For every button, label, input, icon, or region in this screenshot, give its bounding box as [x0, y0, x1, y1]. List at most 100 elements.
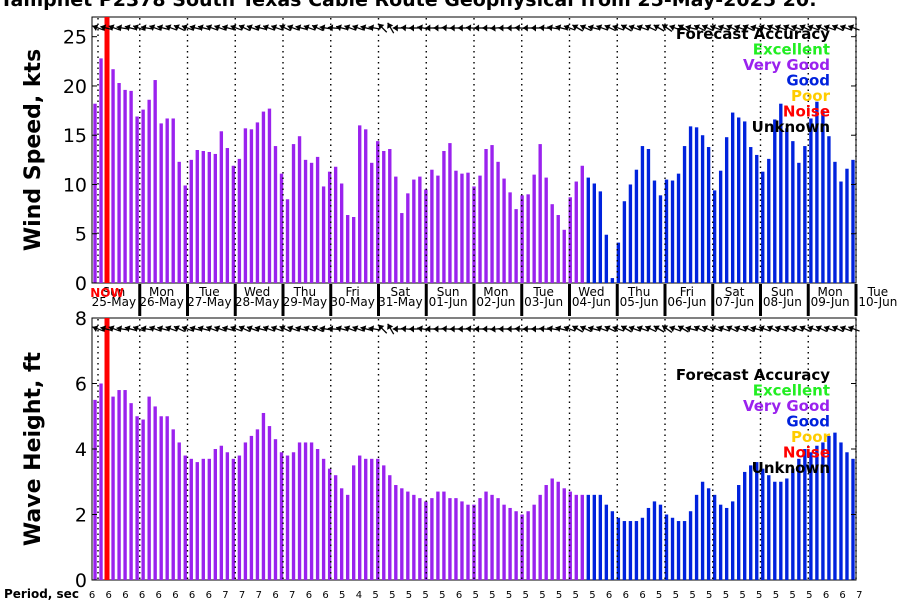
wave-bar: [153, 406, 157, 580]
legend-item: Good: [786, 72, 830, 90]
wind-bar: [779, 103, 783, 283]
wind-direction-arrow: [189, 24, 202, 32]
wave-direction-arrow: [254, 325, 267, 333]
day-label: Mon: [483, 285, 508, 299]
wave-bar: [207, 458, 211, 580]
wave-direction-arrow: [197, 325, 210, 333]
wave-bar: [237, 455, 242, 580]
wind-bar: [303, 159, 308, 283]
wind-axis-label: Wind Speed, kts: [21, 49, 46, 251]
wind-bar: [809, 118, 813, 283]
wind-bar: [261, 111, 266, 283]
wave-bar: [273, 439, 278, 580]
wind-direction-arrow: [783, 24, 795, 32]
wind-direction-arrow: [774, 24, 787, 31]
wind-direction-arrow: [132, 24, 145, 31]
wave-bar: [454, 498, 458, 581]
wave-bar: [315, 449, 320, 580]
wave-direction-arrow: [774, 325, 787, 332]
period-value: 6: [106, 590, 112, 600]
wave-ytick-label: 8: [75, 308, 87, 330]
wind-direction-arrow: [279, 24, 291, 32]
wave-bar: [749, 465, 753, 581]
wave-direction-arrow: [620, 325, 632, 333]
wave-direction-arrow: [596, 325, 608, 332]
wave-direction-arrow: [295, 325, 308, 333]
wave-direction-arrow: [303, 325, 316, 332]
wave-bar: [327, 468, 332, 580]
wind-bar: [712, 190, 717, 283]
wave-direction-arrow: [587, 325, 600, 333]
wave-bar: [213, 449, 218, 580]
wind-bar: [676, 173, 681, 283]
period-value: 6: [122, 590, 128, 600]
wave-direction-arrow: [360, 325, 373, 333]
wave-bar: [724, 507, 729, 580]
wave-bar: [574, 494, 578, 580]
wind-bar: [700, 135, 705, 283]
wind-bar: [598, 191, 603, 283]
wave-bar: [616, 517, 621, 580]
period-value: 5: [556, 590, 562, 600]
period-value: 5: [789, 590, 795, 600]
wind-bar: [111, 69, 115, 284]
wind-bar: [556, 215, 560, 283]
wind-bar: [821, 110, 825, 283]
wind-bar: [616, 242, 621, 283]
wave-bar: [448, 498, 452, 581]
wave-bar: [532, 504, 536, 580]
wind-bar: [147, 99, 151, 283]
date-label: 06-Jun: [667, 295, 706, 309]
period-value: 6: [839, 590, 845, 600]
legend-item: Excellent: [753, 41, 830, 59]
wind-bar: [562, 229, 566, 283]
wind-bar: [634, 169, 639, 283]
wind-bar: [496, 161, 500, 283]
wave-bar: [400, 488, 404, 580]
wind-bar: [755, 154, 759, 283]
wave-direction-arrow: [246, 325, 259, 332]
wind-bar: [418, 176, 422, 283]
wind-bar: [454, 170, 458, 283]
period-value: 7: [856, 590, 862, 600]
wave-bar: [592, 494, 596, 580]
wind-bar: [225, 148, 230, 283]
day-label: Fri: [345, 285, 359, 299]
date-label: 27-May: [187, 295, 231, 309]
wind-bar: [514, 209, 518, 283]
wind-ytick-label: 15: [63, 125, 87, 147]
wind-bar: [652, 180, 657, 283]
wave-bar: [352, 465, 356, 581]
wind-bar: [592, 183, 596, 283]
wave-bar: [730, 501, 735, 580]
wind-direction-arrow: [344, 24, 356, 31]
wave-bar: [640, 517, 645, 580]
wave-direction-arrow: [108, 325, 121, 332]
wind-bar: [364, 129, 368, 283]
date-label: 25-May: [92, 295, 136, 309]
wind-bar: [297, 136, 302, 283]
date-label: 02-Jun: [476, 295, 515, 309]
period-value: 7: [239, 590, 245, 600]
date-label: 30-May: [330, 295, 374, 309]
wind-direction-arrow: [547, 24, 560, 32]
wave-bar: [117, 390, 121, 580]
wave-direction-arrow: [238, 325, 251, 333]
wind-direction-arrow: [848, 24, 860, 31]
wind-direction-arrow: [620, 24, 632, 32]
period-value: 6: [639, 590, 645, 600]
wind-ytick-label: 5: [75, 224, 87, 246]
day-label: Wed: [244, 285, 270, 299]
wave-bar: [123, 390, 127, 580]
wind-bar: [237, 158, 242, 283]
day-label: Wed: [578, 285, 604, 299]
wave-bar: [628, 521, 633, 580]
wave-direction-arrow: [791, 325, 803, 332]
date-label: 05-Jun: [620, 295, 659, 309]
wind-direction-arrow: [311, 24, 324, 32]
wind-ytick-label: 10: [63, 174, 87, 196]
wave-direction-arrow: [352, 325, 364, 332]
wind-direction-arrow: [377, 23, 388, 33]
period-value: 6: [89, 590, 95, 600]
period-label: Period, sec: [4, 587, 79, 600]
